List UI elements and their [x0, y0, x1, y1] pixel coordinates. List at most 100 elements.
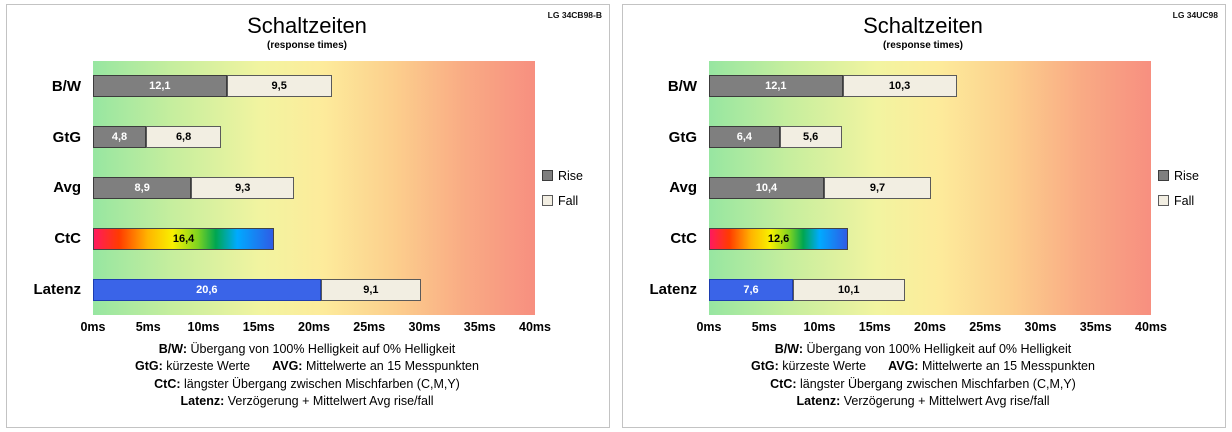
- x-tick-label: 30ms: [408, 320, 441, 334]
- bar-segment-fall: 9,5: [226, 75, 332, 98]
- footnote-line: B/W: Übergang von 100% Helligkeit auf 0%…: [631, 341, 1215, 358]
- x-tick-label: 0ms: [80, 320, 106, 334]
- x-axis: 0ms 5ms 10ms 15ms 20ms 25ms 30ms 35ms 40ms: [15, 315, 599, 339]
- bar-segment-rise: 10,4: [709, 176, 824, 199]
- chart-panel-left: LG 34CB98-B Schaltzeiten (response times…: [6, 4, 610, 428]
- category-label: B/W: [667, 77, 697, 95]
- chart-title: Schaltzeiten: [863, 13, 983, 38]
- footnote-text: Verzögerung + Mittelwert Avg rise/fall: [840, 393, 1050, 408]
- x-tick-label: 30ms: [1024, 320, 1057, 334]
- legend-swatch-fall: [1158, 195, 1169, 206]
- footnote-key: B/W:: [158, 342, 188, 356]
- legend-swatch-rise: [542, 170, 553, 181]
- category-label: B/W: [51, 77, 81, 95]
- category-labels: B/W GtG Avg CtC Latenz: [631, 61, 709, 315]
- category-label: GtG: [668, 128, 697, 146]
- bar-row: 6,4 5,6: [709, 112, 1151, 163]
- x-tick-label: 25ms: [969, 320, 1002, 334]
- bar-row: 12,1 9,5: [93, 61, 535, 112]
- bar-segment-rise: 12,1: [709, 75, 843, 98]
- footnote-line: CtC: längster Übergang zwischen Mischfar…: [15, 376, 599, 393]
- footnote-text: Mittelwerte an 15 Messpunkten: [302, 359, 479, 374]
- footnote-key: AVG:: [272, 359, 303, 374]
- legend-label: Fall: [1174, 193, 1195, 208]
- category-label: Latenz: [33, 281, 81, 299]
- category-labels: B/W GtG Avg CtC Latenz: [15, 61, 93, 315]
- bar-segment-fall: 9,7: [823, 176, 932, 199]
- footnote-line: CtC: längster Übergang zwischen Mischfar…: [631, 376, 1215, 393]
- bar-segment-fall: 10,1: [792, 278, 905, 301]
- chart-subtitle: (response times): [266, 40, 348, 51]
- footnote-text: Übergang von 100% Helligkeit auf 0% Hell…: [187, 342, 456, 356]
- bar-segment-fall: 5,6: [779, 126, 842, 149]
- bar-segment-fall: 6,8: [146, 126, 222, 149]
- x-tick-label: 40ms: [519, 320, 551, 334]
- bar-row: 12,1 10,3: [709, 61, 1151, 112]
- x-tick-label: 35ms: [1079, 320, 1112, 334]
- chart-subtitle: (response times): [882, 40, 964, 51]
- x-tick-label: 15ms: [242, 320, 275, 334]
- category-label: Avg: [669, 179, 697, 197]
- legend: Rise Fall: [535, 61, 599, 315]
- category-label: GtG: [52, 128, 81, 146]
- footnote-text: Mittelwerte an 15 Messpunkten: [918, 359, 1095, 374]
- plot-area: 12,1 9,5 4,8 6,8 8,9 9,3 16,4 20,6 9,1: [93, 61, 535, 315]
- legend-item: Rise: [1158, 169, 1215, 183]
- bar-segment-fall: 9,3: [191, 176, 295, 199]
- bar-segment-rise: 4,8: [93, 126, 147, 149]
- legend: Rise Fall: [1151, 61, 1215, 315]
- footnote-line: Latenz: Verzögerung + Mittelwert Avg ris…: [15, 393, 599, 410]
- legend-label: Rise: [1174, 168, 1200, 183]
- x-tick-label: 20ms: [914, 320, 946, 334]
- category-label: CtC: [670, 230, 697, 248]
- bar-segment-rise: 16,4: [93, 227, 275, 250]
- bar-segment-rise: 12,1: [93, 75, 227, 98]
- legend-item: Rise: [542, 169, 599, 183]
- footnote-text: längster Übergang zwischen Mischfarben (…: [796, 376, 1076, 391]
- footnote-key: GtG:: [135, 359, 163, 374]
- footnotes: B/W: Übergang von 100% Helligkeit auf 0%…: [631, 341, 1215, 410]
- footnote-key: B/W:: [774, 342, 804, 356]
- footnote-key: GtG:: [751, 359, 779, 374]
- footnote-text: Verzögerung + Mittelwert Avg rise/fall: [224, 393, 434, 408]
- x-axis-ticks: 0ms 5ms 10ms 15ms 20ms 25ms 30ms 35ms 40ms: [696, 315, 1167, 339]
- footnote-line: GtG: kürzeste Werte AVG: Mittelwerte an 1…: [15, 358, 599, 375]
- x-tick-label: 10ms: [187, 320, 220, 334]
- footnote-text: kürzeste Werte: [778, 359, 867, 374]
- footnote-key: CtC:: [770, 376, 797, 391]
- x-tick-label: 15ms: [858, 320, 891, 334]
- bar-row: 4,8 6,8: [93, 112, 535, 163]
- footnote-text: kürzeste Werte: [162, 359, 251, 374]
- legend-swatch-rise: [1158, 170, 1169, 181]
- bar-segment-rise: 8,9: [93, 176, 192, 199]
- footnote-line: GtG: kürzeste Werte AVG: Mittelwerte an 1…: [631, 358, 1215, 375]
- bar-segment-fall: 9,1: [320, 278, 422, 301]
- bar-segment-rise: 6,4: [709, 126, 780, 149]
- category-label: Avg: [53, 179, 81, 197]
- footnote-key: AVG:: [888, 359, 919, 374]
- footnote-key: Latenz:: [796, 393, 841, 408]
- footnote-line: Latenz: Verzögerung + Mittelwert Avg ris…: [631, 393, 1215, 410]
- footnote-line: B/W: Übergang von 100% Helligkeit auf 0%…: [15, 341, 599, 358]
- x-tick-label: 10ms: [803, 320, 836, 334]
- x-tick-label: 5ms: [135, 320, 161, 334]
- bar-row: 16,4: [93, 213, 535, 264]
- legend-swatch-fall: [542, 195, 553, 206]
- bar-row: 10,4 9,7: [709, 163, 1151, 214]
- chart-title: Schaltzeiten: [247, 13, 367, 38]
- legend-label: Fall: [558, 193, 579, 208]
- x-tick-label: 20ms: [298, 320, 330, 334]
- x-tick-label: 35ms: [463, 320, 496, 334]
- legend-item: Fall: [542, 194, 599, 208]
- x-axis-ticks: 0ms 5ms 10ms 15ms 20ms 25ms 30ms 35ms 40ms: [80, 315, 551, 339]
- chart-body: B/W GtG Avg CtC Latenz 12,1 10,3 6,4 5,6 10,4 9,7…: [631, 61, 1215, 315]
- device-label: LG 34CB98-B: [547, 10, 602, 20]
- bar-row: 7,6 10,1: [709, 264, 1151, 315]
- bar-segment-rise: 12,6: [709, 227, 849, 250]
- legend-item: Fall: [1158, 194, 1215, 208]
- chart-body: B/W GtG Avg CtC Latenz 12,1 9,5 4,8 6,8 8,9 9,3 16…: [15, 61, 599, 315]
- footnote-key: CtC:: [154, 376, 181, 391]
- bar-row: 8,9 9,3: [93, 163, 535, 214]
- chart-panel-right: LG 34UC98 Schaltzeiten (response times) …: [622, 4, 1226, 428]
- x-tick-label: 0ms: [696, 320, 722, 334]
